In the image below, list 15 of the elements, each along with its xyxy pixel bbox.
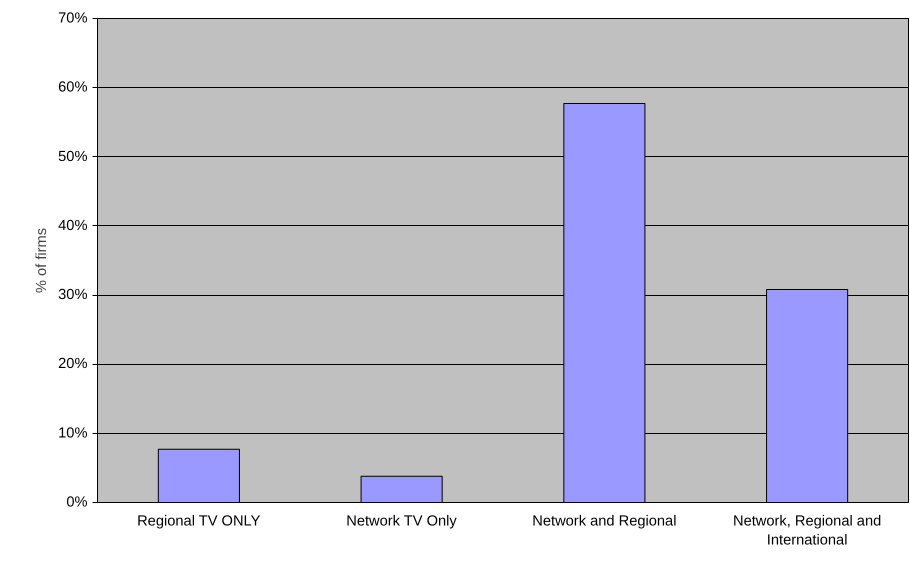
y-tick-label: 10%: [58, 425, 88, 442]
y-tick-label: 30%: [58, 287, 88, 304]
bar: [360, 476, 443, 502]
bar: [158, 448, 240, 502]
y-tick-label: 50%: [58, 148, 88, 165]
y-tick-label: 0%: [66, 494, 88, 510]
x-tick-label: Network TV Only: [346, 514, 458, 530]
y-tick-label: 40%: [58, 218, 88, 234]
y-tick-label: 60%: [58, 80, 88, 96]
y-tick-label: 20%: [58, 356, 88, 372]
y-tick-label: 70%: [58, 10, 88, 26]
y-axis-title: % of firms: [34, 228, 50, 294]
x-tick-label: Network, Regional and International: [732, 514, 882, 549]
x-tick-label: Network and Regional: [532, 514, 676, 530]
x-tick-label: Regional TV ONLY: [137, 514, 261, 530]
